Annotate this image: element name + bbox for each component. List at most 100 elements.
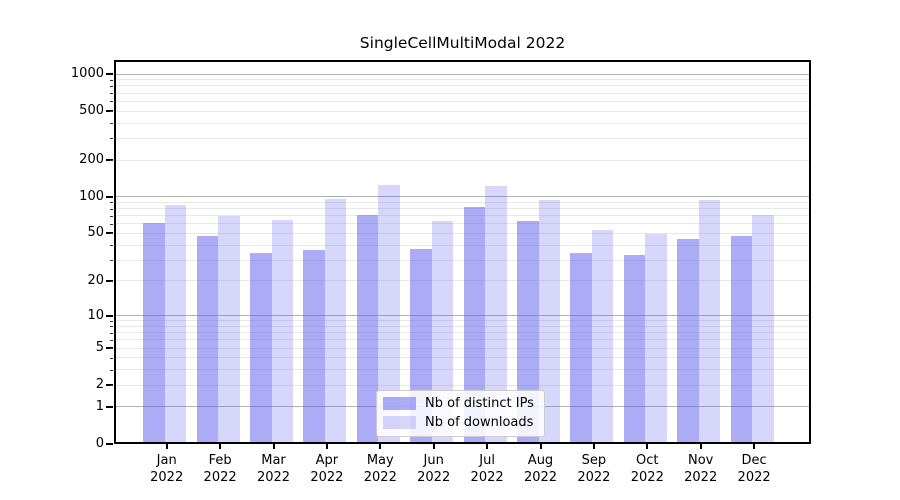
- x-tick-label-may: May 2022: [348, 452, 412, 486]
- y-minor-tick-mark: [110, 245, 113, 247]
- x-tick-mark: [379, 444, 382, 449]
- gridline-minor: [114, 369, 811, 371]
- x-tick-month: Jul: [479, 453, 495, 468]
- bar-distinct-ips-jul: [463, 206, 486, 442]
- y-tick-mark: [106, 159, 113, 162]
- y-tick-mark: [106, 195, 113, 198]
- bar-downloads-sep: [591, 230, 614, 442]
- bar-distinct-ips-dec: [730, 235, 753, 442]
- bar-downloads-may: [378, 185, 400, 442]
- gridline-major: [114, 315, 811, 317]
- x-tick-year: 2022: [150, 470, 184, 485]
- gridline-minor: [114, 215, 811, 217]
- gridline-minor: [114, 92, 811, 94]
- y-tick-mark: [106, 232, 113, 235]
- bar-distinct-ips-apr: [303, 250, 325, 442]
- x-tick-month: Aug: [527, 453, 554, 468]
- bar-distinct-ips-jan: [143, 222, 165, 442]
- bar-distinct-ips-nov: [677, 239, 699, 442]
- x-tick-mark: [325, 444, 328, 449]
- y-minor-tick-mark: [110, 202, 113, 204]
- gridline-minor: [114, 122, 811, 124]
- legend-swatch-downloads: [383, 416, 416, 429]
- bar-downloads-aug: [538, 199, 560, 442]
- x-tick-label-aug: Aug 2022: [509, 452, 573, 486]
- y-minor-tick-mark: [110, 138, 113, 140]
- gridline-minor: [114, 137, 811, 139]
- x-tick-year: 2022: [310, 470, 344, 485]
- y-tick-mark: [106, 405, 113, 408]
- bar-distinct-ips-aug: [517, 220, 539, 442]
- x-tick-label-jan: Jan 2022: [135, 452, 199, 486]
- gridline-major: [114, 196, 811, 198]
- y-minor-tick-mark: [110, 280, 113, 282]
- y-minor-tick-mark: [110, 260, 113, 262]
- gridline-minor: [114, 100, 811, 102]
- x-tick-mark: [753, 444, 756, 449]
- x-tick-month: May: [366, 453, 394, 468]
- y-tick-mark: [106, 347, 113, 350]
- bar-downloads-jun: [431, 220, 454, 442]
- gridline-minor: [114, 347, 811, 349]
- gridline-minor: [114, 201, 811, 203]
- x-tick-label-mar: Mar 2022: [242, 452, 306, 486]
- gridline-minor: [114, 280, 811, 282]
- y-tick-mark: [106, 73, 113, 76]
- y-tick-mark: [106, 279, 113, 282]
- bar-downloads-mar: [271, 220, 293, 442]
- bar-downloads-jan: [164, 205, 187, 442]
- y-minor-tick-mark: [110, 385, 113, 387]
- gridline-minor: [114, 79, 811, 81]
- x-tick-year: 2022: [577, 470, 611, 485]
- gridline-minor: [114, 232, 811, 234]
- x-tick-month: Sep: [581, 453, 607, 468]
- bar-distinct-ips-feb: [196, 235, 219, 442]
- x-tick-year: 2022: [737, 470, 771, 485]
- y-minor-tick-mark: [110, 320, 113, 322]
- y-tick-label: 20: [87, 272, 104, 288]
- bar-distinct-ips-may: [356, 215, 379, 442]
- gridline-minor: [114, 339, 811, 341]
- x-tick-mark: [432, 444, 435, 449]
- x-tick-month: Nov: [688, 453, 714, 468]
- y-minor-tick-mark: [110, 79, 113, 81]
- bar-downloads-dec: [752, 215, 774, 442]
- gridline-minor: [114, 244, 811, 246]
- y-minor-tick-mark: [110, 160, 113, 162]
- y-minor-tick-mark: [110, 233, 113, 235]
- bar-distinct-ips-sep: [570, 253, 592, 442]
- x-tick-mark: [219, 444, 222, 449]
- x-tick-year: 2022: [630, 470, 664, 485]
- x-tick-year: 2022: [203, 470, 237, 485]
- x-tick-month: Apr: [315, 453, 339, 468]
- x-tick-year: 2022: [363, 470, 397, 485]
- x-tick-year: 2022: [684, 470, 718, 485]
- bar-distinct-ips-oct: [623, 254, 646, 442]
- x-tick-month: Oct: [636, 453, 659, 468]
- legend-swatch-distinct-ips: [383, 397, 416, 410]
- x-tick-month: Jun: [423, 453, 444, 468]
- y-tick-label: 50: [87, 225, 104, 241]
- x-tick-month: Mar: [261, 453, 286, 468]
- y-minor-tick-mark: [110, 357, 113, 359]
- x-tick-label-dec: Dec 2022: [722, 452, 786, 486]
- bar-distinct-ips-mar: [250, 253, 272, 442]
- y-tick-mark: [106, 443, 113, 445]
- x-tick-month: Feb: [208, 453, 232, 468]
- gridline-minor: [114, 384, 811, 386]
- x-tick-mark: [646, 444, 649, 449]
- y-minor-tick-mark: [110, 85, 113, 87]
- x-tick-month: Jan: [156, 453, 177, 468]
- gridline-minor: [114, 110, 811, 112]
- x-tick-label-nov: Nov 2022: [669, 452, 733, 486]
- y-tick-label: 10: [87, 307, 104, 323]
- bar-downloads-nov: [698, 199, 721, 442]
- y-tick-label: 2: [95, 377, 104, 393]
- gridline-minor: [114, 259, 811, 261]
- y-tick-mark: [106, 384, 113, 387]
- gridline-minor: [114, 223, 811, 225]
- y-tick-label: 1000: [70, 66, 104, 82]
- bar-downloads-apr: [324, 198, 347, 442]
- gridline-minor: [114, 320, 811, 322]
